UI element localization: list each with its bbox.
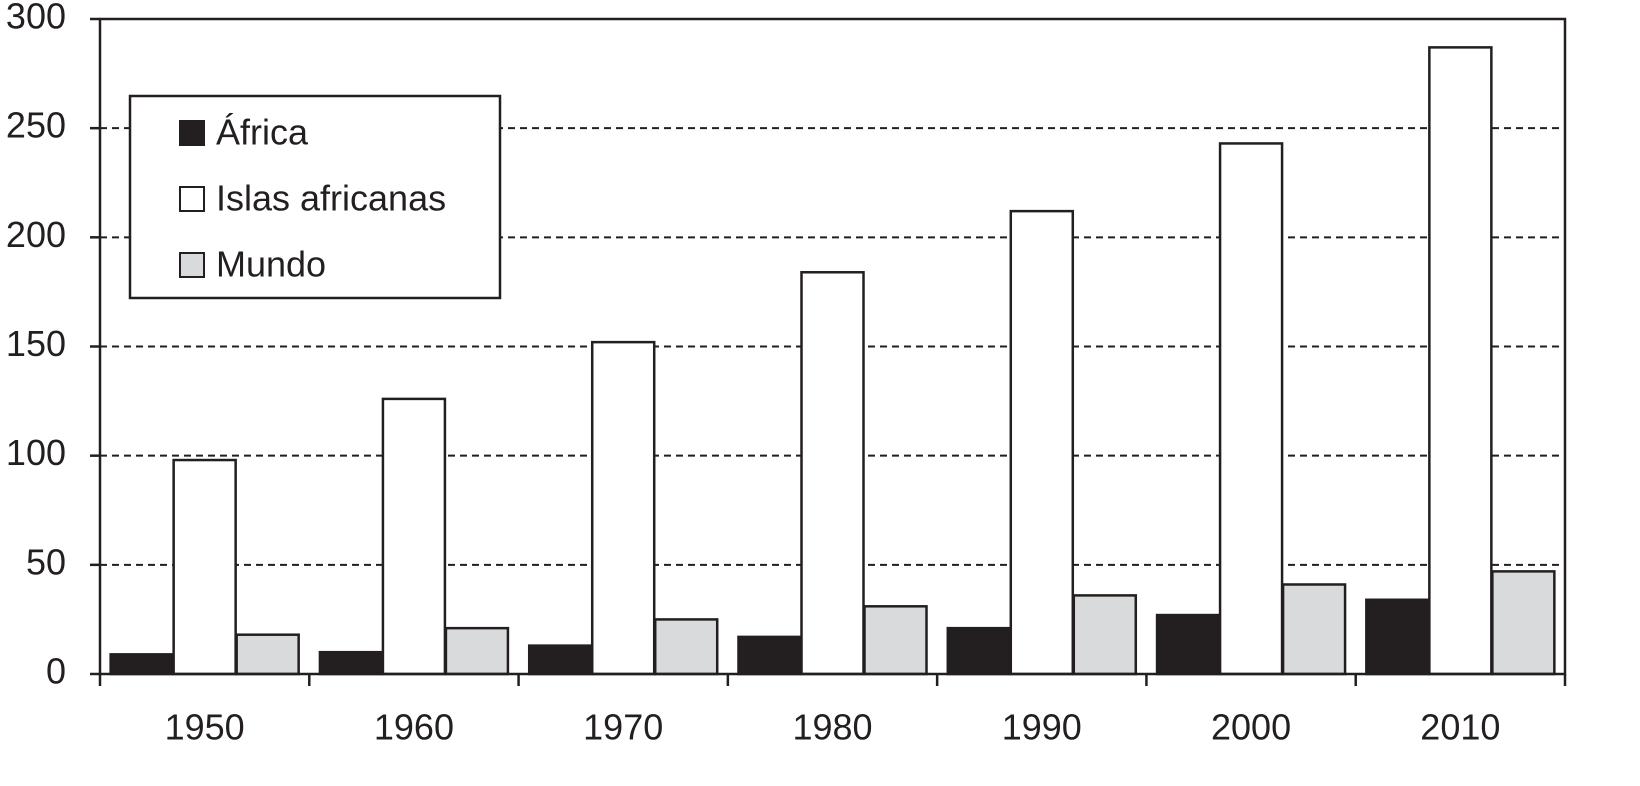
y-tick-label: 300: [6, 0, 66, 37]
y-tick-label: 150: [6, 323, 66, 364]
bar: [1072, 594, 1138, 676]
bar: [800, 271, 865, 676]
legend-label: África: [216, 112, 309, 153]
plot-frame: [98, 17, 1567, 676]
y-tick-label: 100: [6, 432, 66, 473]
bar: [1281, 583, 1347, 676]
y-tick-label: 250: [6, 105, 66, 146]
x-tick-label: 1990: [1002, 707, 1082, 748]
bar: [737, 635, 802, 676]
y-tick-label: 200: [6, 214, 66, 255]
legend-swatch: [179, 120, 205, 146]
x-tick-label: 2010: [1420, 707, 1500, 748]
legend-label: Mundo: [216, 244, 326, 285]
y-tick-label: 0: [46, 651, 66, 692]
legend-swatch: [179, 186, 205, 212]
bar: [318, 650, 384, 676]
legend-swatch: [179, 252, 205, 278]
bar: [172, 458, 237, 676]
bar: [1009, 209, 1075, 676]
bar: [527, 644, 593, 676]
bar: [946, 626, 1012, 676]
bar: [1218, 142, 1284, 676]
bar: [1155, 613, 1221, 676]
y-tick-label: 50: [26, 541, 66, 582]
bar: [381, 397, 447, 676]
bar: [653, 618, 719, 676]
bar: [444, 626, 510, 676]
x-tick-label: 1980: [792, 707, 872, 748]
bar: [863, 605, 928, 676]
x-tick-label: 1970: [583, 707, 663, 748]
bar: [1365, 598, 1430, 676]
bar: [1491, 570, 1556, 676]
x-tick-label: 1960: [374, 707, 454, 748]
x-tick-label: 1950: [165, 707, 245, 748]
bar: [1428, 46, 1493, 676]
bar: [109, 653, 174, 676]
bar: [590, 340, 656, 676]
x-tick-label: 2000: [1211, 707, 1291, 748]
bar: [235, 633, 300, 676]
legend-label: Islas africanas: [216, 178, 446, 219]
